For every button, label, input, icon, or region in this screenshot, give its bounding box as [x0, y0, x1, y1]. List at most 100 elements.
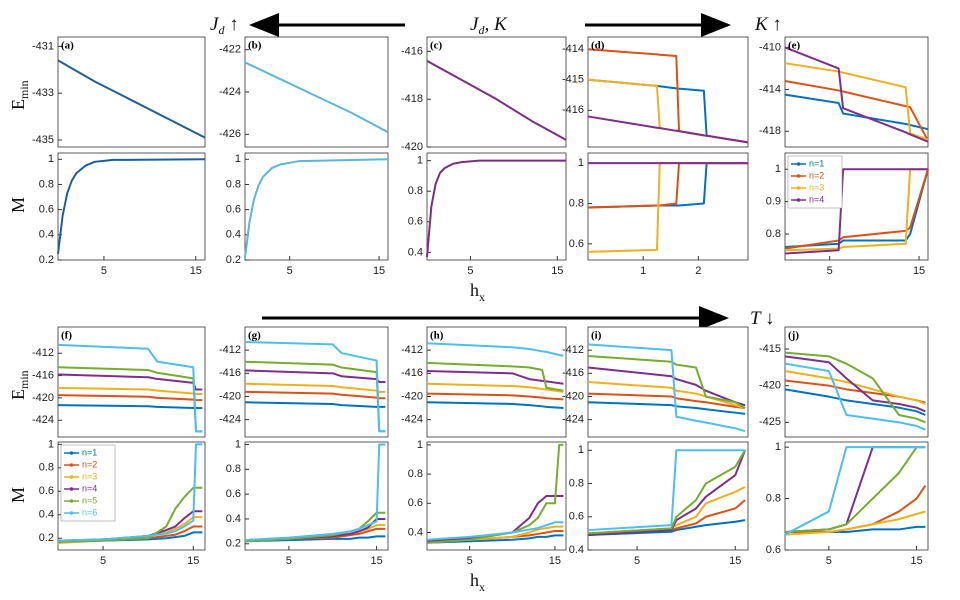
data-line: [244, 401, 386, 408]
panel-label: (b): [248, 40, 262, 52]
annotation: K ↑: [754, 14, 782, 35]
annotation: T ↓: [750, 308, 774, 329]
x-tick-label: 5: [287, 265, 293, 277]
y-tick-label: -416: [401, 367, 423, 379]
y-tick-label: -424: [401, 414, 423, 426]
y-tick-label: -416: [219, 367, 241, 379]
y-tick-label: 0.6: [226, 204, 241, 216]
y-tick-label: -424: [219, 86, 241, 98]
x-tick-label: 5: [101, 265, 107, 277]
axes-frame: [587, 326, 749, 438]
y-tick-label: 0.8: [39, 462, 54, 474]
x-axis-label: hx: [470, 570, 485, 594]
axes-frame: [426, 441, 567, 551]
y-tick-label: 0.6: [39, 204, 54, 216]
y-tick-label: 1: [775, 441, 781, 453]
y-tick-label: 0.6: [39, 485, 54, 497]
y-tick-label: -416: [32, 369, 54, 381]
data-line: [57, 343, 203, 433]
y-tick-label: -420: [219, 390, 241, 402]
y-tick-label: -412: [219, 344, 241, 356]
y-tick-label: 0.8: [226, 178, 241, 190]
panel-label: (g): [248, 330, 261, 342]
annotation: Jd, K: [470, 14, 508, 37]
y-tick-label: 0.4: [39, 229, 54, 241]
legend-marker: [69, 463, 74, 467]
axes-frame: [426, 36, 567, 148]
y-tick-label: 0.8: [226, 463, 241, 475]
legend-marker: [69, 499, 74, 503]
legend-label: n=1: [809, 158, 824, 168]
y-tick-label: -431: [32, 40, 54, 52]
x-tick-label: 15: [913, 265, 925, 277]
y-tick-label: 0.2: [226, 538, 241, 550]
data-line: [587, 343, 746, 433]
y-tick-label: 0.8: [766, 228, 781, 240]
data-line: [426, 370, 564, 385]
data-line: [426, 534, 564, 544]
y-tick-label: 0.4: [408, 246, 423, 258]
data-line: [244, 390, 386, 400]
y-tick-label: 1: [775, 163, 781, 175]
annotation: Jd ↑: [210, 14, 239, 37]
data-line: [784, 351, 926, 424]
data-line: [244, 535, 386, 543]
x-tick-label: 1: [640, 265, 646, 277]
x-axis-label: hx: [470, 280, 485, 304]
y-tick-label: 0.6: [408, 497, 423, 509]
data-line: [244, 341, 386, 433]
legend-marker: [69, 487, 74, 491]
data-line: [244, 382, 386, 393]
data-line: [784, 168, 929, 250]
y-tick-label: 1: [235, 153, 241, 165]
data-line: [57, 394, 203, 402]
y-tick-label: -420: [759, 380, 781, 392]
y-tick-label: 0.8: [408, 468, 423, 480]
legend-label: n=1: [82, 447, 97, 457]
x-tick-label: 2: [695, 265, 701, 277]
x-tick-label: 5: [286, 555, 292, 567]
x-tick-label: 15: [729, 555, 741, 567]
y-tick-label: 0.6: [569, 238, 584, 250]
x-tick-label: 15: [370, 555, 382, 567]
x-tick-label: 5: [826, 555, 832, 567]
legend-label: n=4: [809, 194, 824, 204]
legend-label: n=4: [82, 483, 97, 493]
legend-box: [60, 444, 116, 522]
y-tick-label: -412: [401, 344, 423, 356]
y-tick-label: -424: [219, 414, 241, 426]
data-line: [57, 443, 203, 542]
axes-frame: [244, 441, 389, 551]
y-tick-label: -416: [401, 45, 423, 57]
x-tick-label: 15: [190, 265, 202, 277]
y-tick-label: -420: [401, 390, 423, 402]
y-tick-label: 1: [578, 157, 584, 169]
data-line: [244, 369, 386, 383]
y-tick-label: 0.6: [226, 488, 241, 500]
axes-frame: [587, 36, 749, 148]
y-tick-label: -416: [562, 367, 584, 379]
data-line: [57, 158, 206, 254]
axes-frame: [784, 326, 929, 438]
y-tick-label: -414: [562, 43, 584, 55]
legend-marker: [796, 198, 801, 202]
y-tick-label: -414: [759, 83, 781, 95]
x-tick-label: 15: [549, 555, 561, 567]
data-line: [587, 449, 746, 535]
y-tick-label: 0.2: [39, 532, 54, 544]
y-tick-label: -424: [562, 414, 584, 426]
data-line: [587, 519, 746, 537]
axes-frame: [244, 152, 389, 261]
y-tick-label: -418: [401, 93, 423, 105]
legend-marker: [796, 162, 801, 166]
x-tick-label: 15: [551, 265, 563, 277]
y-tick-label: 0.6: [766, 544, 781, 556]
legend-marker: [796, 186, 801, 190]
y-axis-label: M: [8, 197, 28, 213]
y-tick-label: 0.8: [766, 492, 781, 504]
y-tick-label: 1: [417, 439, 423, 451]
data-line: [587, 401, 746, 415]
y-tick-label: -426: [219, 128, 241, 140]
y-tick-label: 0.8: [569, 197, 584, 209]
